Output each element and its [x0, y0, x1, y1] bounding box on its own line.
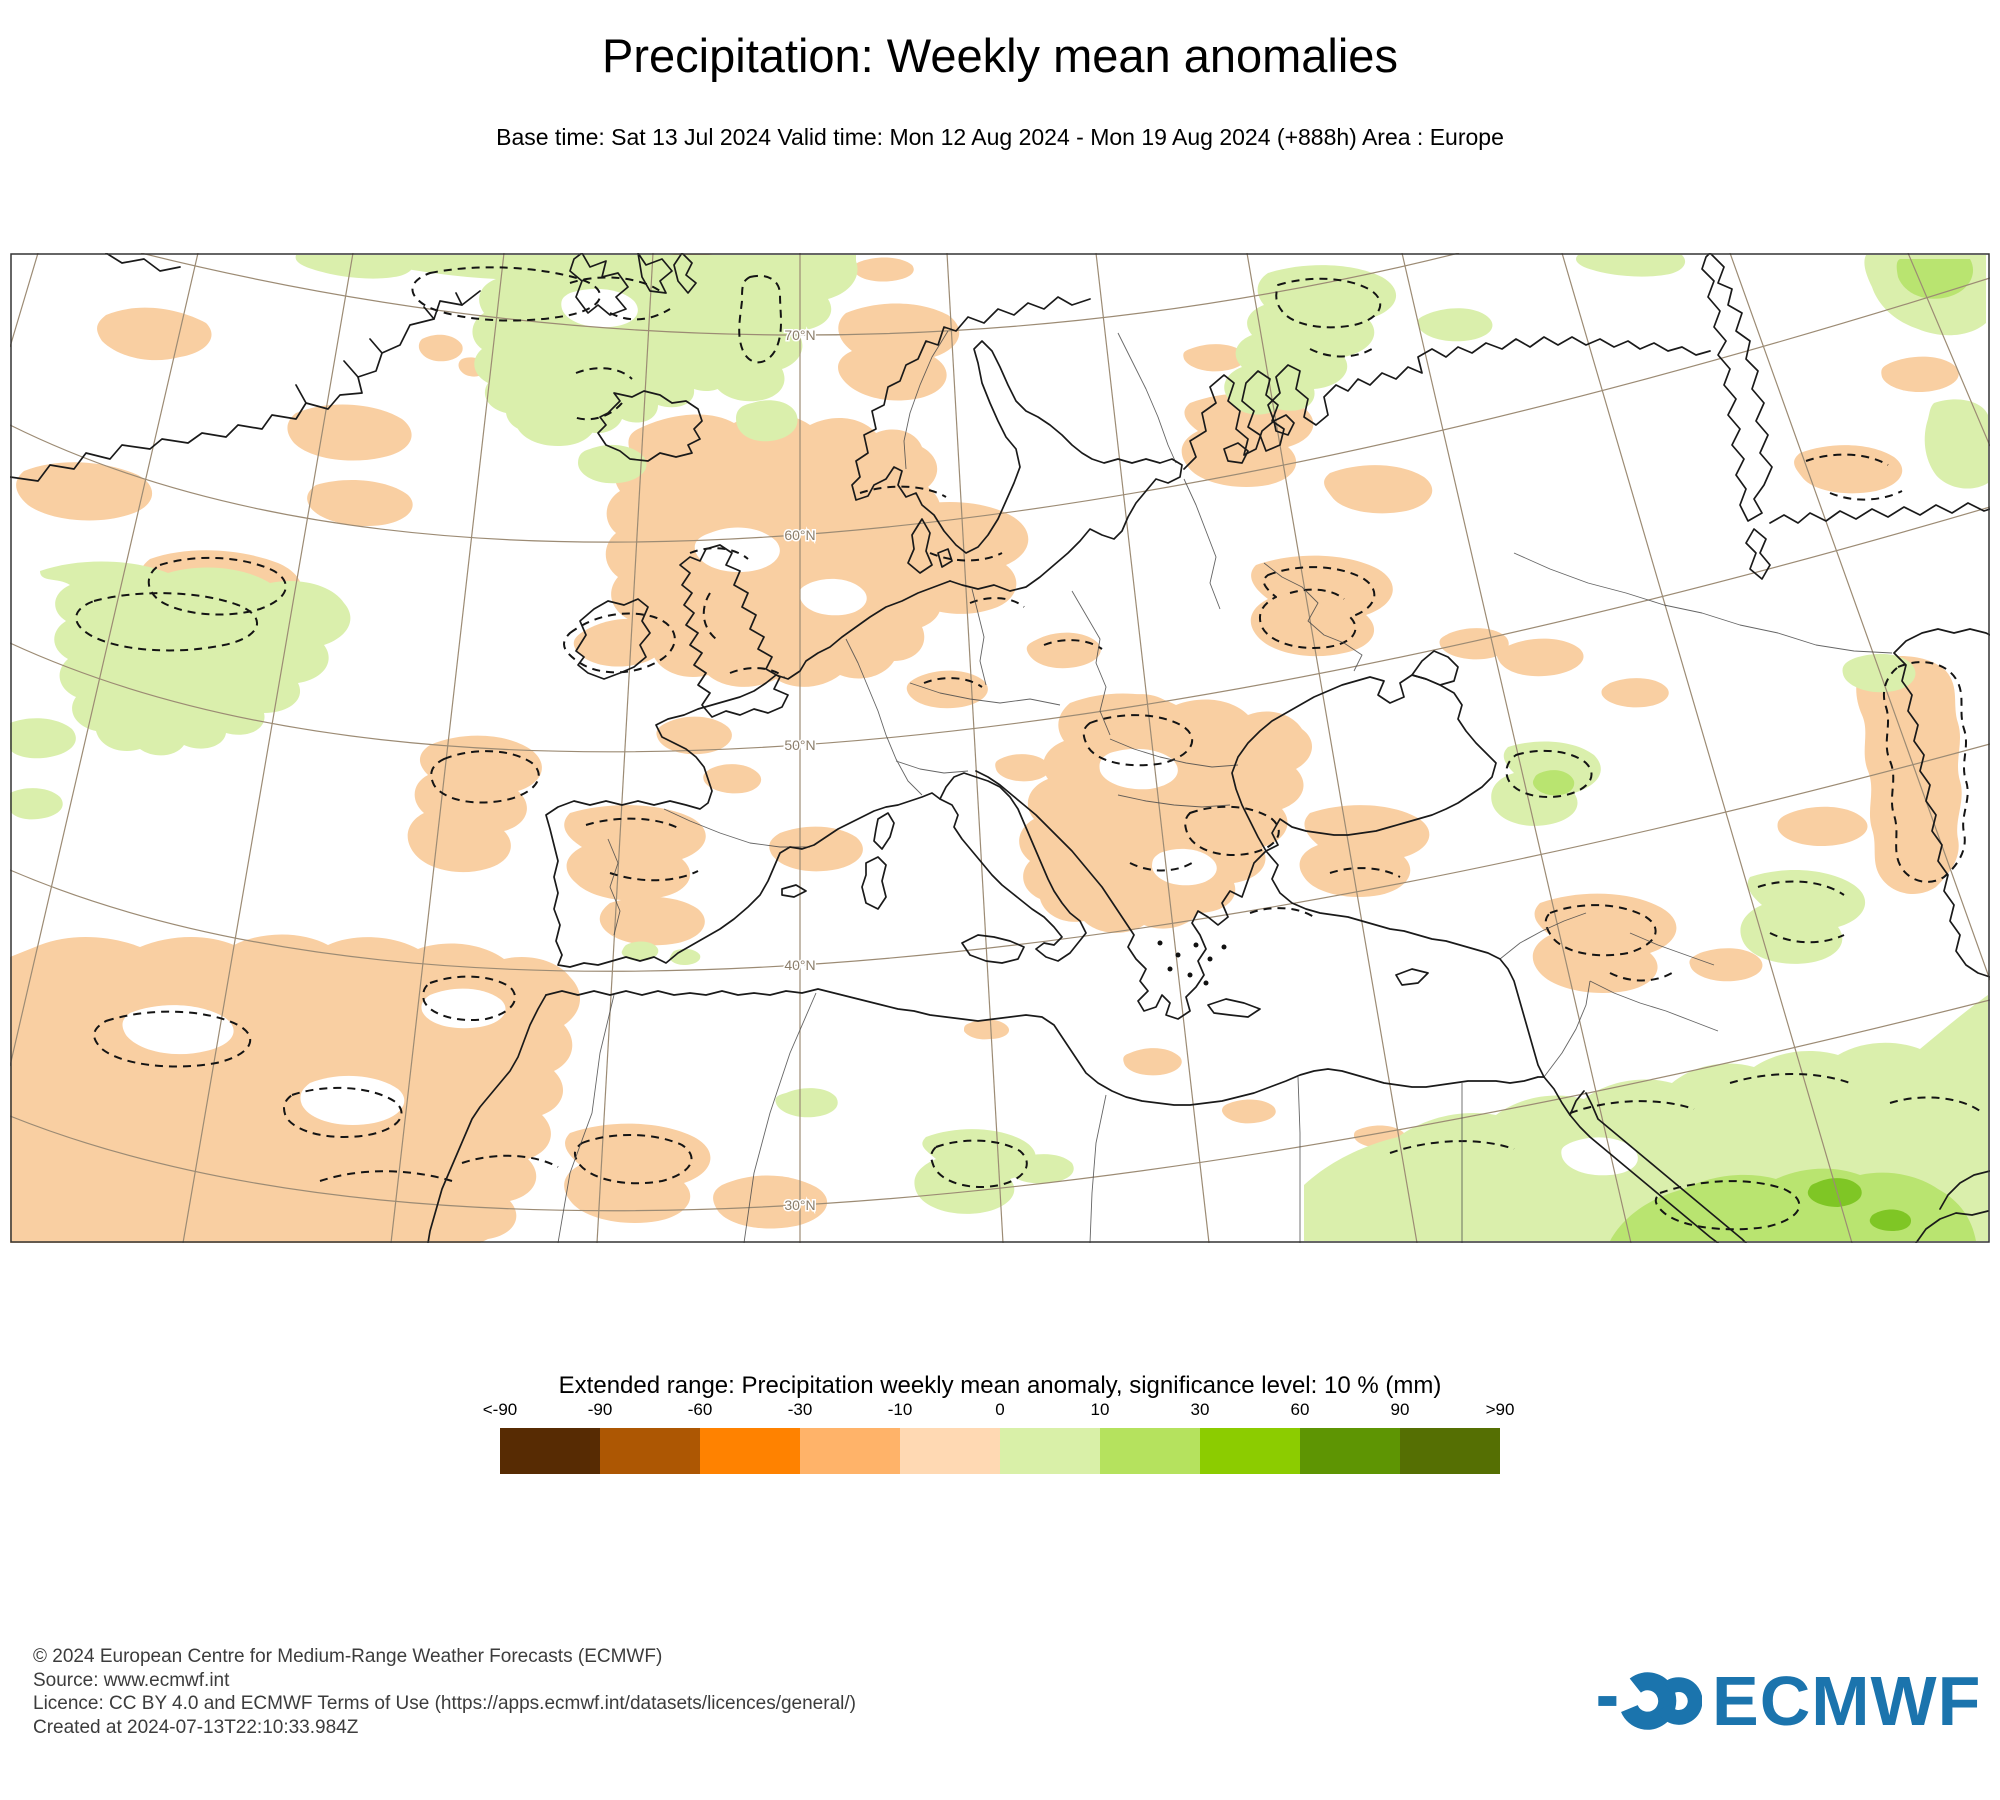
legend-color-swatch — [700, 1428, 800, 1474]
footer-licence: Licence: CC BY 4.0 and ECMWF Terms of Us… — [33, 1693, 856, 1714]
ecmwf-logo[interactable]: ECMWF — [1598, 1660, 1981, 1742]
page-title: Precipitation: Weekly mean anomalies — [602, 29, 1398, 82]
legend-color-swatch — [1000, 1428, 1100, 1474]
island-dots — [1157, 940, 1227, 986]
legend-tick-label: -10 — [887, 1400, 913, 1419]
legend-tick-label: <-90 — [482, 1400, 518, 1419]
legend-color-swatch — [500, 1428, 600, 1474]
legend-tick-label: -60 — [687, 1400, 713, 1419]
legend-tick-label: 90 — [1390, 1400, 1410, 1419]
graticule-label: 70°N — [784, 327, 815, 343]
significance-contours — [75, 266, 1981, 1231]
graticule-labels: 70°N 60°N 50°N 40°N 30°N — [783, 326, 817, 1215]
legend-tick-label: 60 — [1290, 1400, 1310, 1419]
map-border — [10, 253, 1990, 1243]
footer: © 2024 European Centre for Medium-Range … — [33, 1645, 856, 1739]
legend-color-swatch — [1300, 1428, 1400, 1474]
legend-tick-label: 0 — [995, 1400, 1005, 1419]
legend-colorbar — [500, 1428, 1500, 1474]
anomaly-holes — [122, 288, 1638, 1176]
legend-tick-label: 30 — [1190, 1400, 1210, 1419]
legend-color-swatch — [1200, 1428, 1300, 1474]
legend-color-swatch — [1400, 1428, 1500, 1474]
page-subtitle: Base time: Sat 13 Jul 2024 Valid time: M… — [496, 124, 1504, 150]
ecmwf-logo-text: ECMWF — [1712, 1662, 1982, 1740]
legend-color-swatch — [900, 1428, 1000, 1474]
legend-tick-label: 10 — [1090, 1400, 1110, 1419]
legend-tick-label: >90 — [1485, 1400, 1515, 1419]
legend-color-swatch — [1100, 1428, 1200, 1474]
footer-source: Source: www.ecmwf.int — [33, 1669, 230, 1691]
coastlines — [10, 253, 1990, 1243]
country-borders — [557, 330, 1893, 1243]
legend-title: Extended range: Precipitation weekly mea… — [558, 1372, 1442, 1399]
legend-tick-labels: <-90 -90 -60 -30 -10 0 10 30 60 90 >90 — [0, 1400, 2000, 1422]
graticule-label: 40°N — [784, 957, 815, 973]
footer-created-at: Created at 2024-07-13T22:10:33.984Z — [33, 1716, 359, 1738]
legend-tick-label: -90 — [587, 1400, 613, 1419]
positive-anomaly-regions — [10, 255, 1988, 1241]
europe-anomaly-map: 70°N 60°N 50°N 40°N 30°N — [10, 253, 1990, 1243]
legend-color-swatch — [800, 1428, 900, 1474]
footer-copyright: © 2024 European Centre for Medium-Range … — [33, 1646, 663, 1667]
graticule-label: 30°N — [784, 1197, 815, 1213]
graticule-label: 60°N — [784, 527, 815, 543]
ecmwf-logo-icon — [1598, 1672, 1702, 1730]
legend-tick-label: -30 — [787, 1400, 813, 1419]
graticule-label: 50°N — [784, 737, 815, 753]
legend-color-swatch — [600, 1428, 700, 1474]
